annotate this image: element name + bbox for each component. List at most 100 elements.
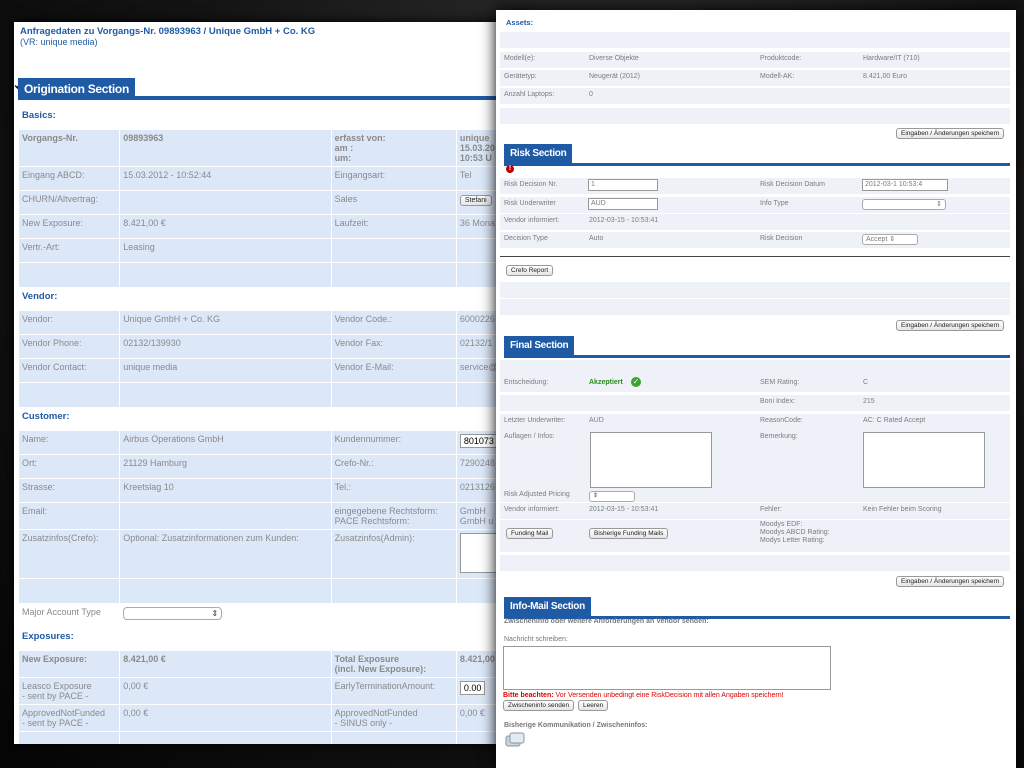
early-termination-input[interactable]: 0.00 bbox=[459, 681, 486, 695]
table-cell: Eingang ABCD: bbox=[19, 167, 120, 190]
page-subtitle: (VR: unique media) bbox=[20, 37, 98, 47]
major-account-select[interactable]: ⇕ bbox=[123, 607, 223, 620]
table-cell bbox=[19, 263, 120, 287]
page-title: Anfragedaten zu Vorgangs-Nr. 09893963 / … bbox=[20, 26, 316, 37]
table-cell: New Exposure: bbox=[19, 651, 120, 677]
table-row: Strasse: Kreetslag 10 Tel.: 0213126 bbox=[19, 479, 514, 502]
checkmark-icon: ✓ bbox=[631, 377, 641, 387]
major-account-cell: ⇕ bbox=[120, 604, 514, 627]
final-section-title: Final Section bbox=[504, 336, 1010, 358]
field-text: Auto bbox=[589, 235, 604, 242]
table-row: Name: Airbus Operations GmbH Kundennummer:… bbox=[19, 431, 514, 454]
table-cell: erfasst von: am : um: bbox=[331, 130, 456, 166]
asset-row: Modell(e): Diverse Objekte Produktcode: Har… bbox=[500, 52, 1010, 68]
risk-window: Assets: Modell(e): Diverse Objekte Produkt… bbox=[496, 10, 1016, 768]
status-accepted: Akzeptiert bbox=[589, 379, 623, 386]
major-account-label: Major Account Type bbox=[19, 604, 120, 627]
table-cell: 0,00 € bbox=[120, 678, 331, 704]
field-text: Neugerät (2012) bbox=[589, 73, 640, 80]
blank-row bbox=[19, 263, 514, 287]
section-heading: Basics: bbox=[19, 107, 514, 129]
table-row: Ort: 21129 Hamburg Crefo-Nr.: 7290248 bbox=[19, 455, 514, 478]
table-cell: Vendor Phone: bbox=[19, 335, 120, 358]
table-cell: 8.421,00 € bbox=[120, 651, 331, 677]
mail-history-icon[interactable] bbox=[504, 732, 526, 748]
table-cell bbox=[19, 579, 120, 603]
blank-row bbox=[19, 732, 514, 744]
table-cell bbox=[120, 503, 331, 529]
zusatzinfos-admin-textarea[interactable] bbox=[459, 533, 502, 573]
table-cell: Strasse: bbox=[19, 479, 120, 502]
risk-decision-nr-input[interactable]: 1 bbox=[588, 179, 658, 191]
table-row: Leasco Exposure - sent by PACE -0,00 € Ea… bbox=[19, 678, 514, 704]
risk-decision-select[interactable]: Accept ⇕ bbox=[862, 234, 918, 245]
table-cell: Vendor: bbox=[19, 311, 120, 334]
basics-heading-row: Basics: bbox=[19, 107, 514, 129]
customer-heading-row: Customer: bbox=[19, 408, 514, 430]
table-cell: 21129 Hamburg bbox=[120, 455, 331, 478]
clear-button[interactable]: Leeren bbox=[578, 700, 609, 711]
risk-decision-date-input[interactable]: 2012-03-1 10:53:4 bbox=[862, 179, 948, 191]
final-row-blank bbox=[500, 360, 1010, 376]
section-heading: Customer: bbox=[19, 408, 514, 430]
send-interim-button[interactable]: Zwischeninfo senden bbox=[503, 700, 575, 711]
funding-mail-button[interactable]: Funding Mail bbox=[506, 528, 554, 539]
final-row-letzter: Letzter Underwriter: AUD ReasonCode: AC:… bbox=[500, 414, 1010, 430]
field-text: Modell(e): bbox=[504, 55, 536, 62]
table-cell: Total Exposure (incl. New Exposure): bbox=[331, 651, 456, 677]
save-button-final[interactable]: Eingaben / Änderungen speichern bbox=[896, 576, 1005, 587]
final-row-vendor-informiert: Vendor informiert: 2012-03-15 - 10:53:41… bbox=[500, 503, 1010, 519]
assets-row-blank bbox=[500, 32, 1010, 48]
kundennummer-input[interactable]: 801073 bbox=[459, 434, 498, 448]
table-cell: Vendor Code.: bbox=[331, 311, 456, 334]
table-cell: Vendor E-Mail: bbox=[331, 359, 456, 382]
field-text: 8.421,00 Euro bbox=[863, 73, 907, 80]
final-row-blank bbox=[500, 555, 1010, 571]
field-text: Info Type bbox=[760, 200, 789, 207]
table-cell: New Exposure: bbox=[19, 215, 120, 238]
message-textarea[interactable] bbox=[503, 646, 831, 690]
field-text: 2012-03-15 - 10:53:41 bbox=[589, 217, 659, 224]
risk-underwriter-input[interactable]: AUD bbox=[588, 198, 658, 210]
final-row-funding: Moodys EDF: Moodys ABCD Rating: Modys Le… bbox=[500, 520, 1010, 552]
crefo-report-button[interactable]: Crefo Report bbox=[506, 265, 554, 276]
assets-heading: Assets: bbox=[506, 18, 534, 27]
risk-adjusted-pricing-select[interactable]: ⇕ bbox=[589, 491, 635, 502]
table-cell bbox=[19, 732, 120, 744]
field-text: Anzahl Laptops: bbox=[504, 91, 555, 98]
info-type-select[interactable]: ⇕ bbox=[862, 199, 946, 210]
auflagen-textarea[interactable] bbox=[590, 432, 712, 488]
bemerkung-textarea[interactable] bbox=[863, 432, 985, 488]
table-cell: 15.03.2012 - 10:52:44 bbox=[120, 167, 331, 190]
sales-select-button[interactable]: Stefani bbox=[459, 195, 492, 206]
table-row: Vertr.-Art: Leasing bbox=[19, 239, 514, 262]
blank-row bbox=[19, 579, 514, 603]
table-cell: 8.421,00 € bbox=[120, 215, 331, 238]
table-cell: Vendor Contact: bbox=[19, 359, 120, 382]
table-cell: Ort: bbox=[19, 455, 120, 478]
field-text: Gerätetyp: bbox=[504, 73, 537, 80]
table-cell: Leasco Exposure - sent by PACE - bbox=[19, 678, 120, 704]
table-cell: Email: bbox=[19, 503, 120, 529]
table-cell: unique media bbox=[120, 359, 331, 382]
table-row: Eingang ABCD: 15.03.2012 - 10:52:44 Eingan… bbox=[19, 167, 514, 190]
table-row: Vorgangs-Nr. 09893963 erfasst von: am : um… bbox=[19, 130, 514, 166]
save-button-assets[interactable]: Eingaben / Änderungen speichern bbox=[896, 128, 1005, 139]
bisherige-funding-mails-button[interactable]: Bisherige Funding Mails bbox=[589, 528, 669, 539]
section-heading: Vendor: bbox=[19, 288, 514, 310]
table-cell bbox=[331, 383, 456, 407]
field-text: Modell-AK: bbox=[760, 73, 795, 80]
save-button-risk[interactable]: Eingaben / Änderungen speichern bbox=[896, 320, 1005, 331]
table-cell: Vorgangs-Nr. bbox=[19, 130, 120, 166]
table-row: New Exposure: 8.421,00 € Laufzeit: 36 Mona bbox=[19, 215, 514, 238]
table-cell: Optional: Zusatzinformationen zum Kunden… bbox=[120, 530, 331, 578]
field-text: Risk Decision bbox=[760, 235, 803, 242]
table-cell bbox=[331, 732, 456, 744]
field-text: Vendor informiert: bbox=[504, 217, 560, 224]
field-text: Risk Decision Nr. bbox=[504, 181, 558, 188]
table-cell bbox=[120, 579, 331, 603]
table-row: Email: eingegebene Rechtsform: PACE Recht… bbox=[19, 503, 514, 529]
field-text: Produktcode: bbox=[760, 55, 802, 62]
info-mail-section-title: Info-Mail Section bbox=[504, 597, 1010, 619]
table-cell: Airbus Operations GmbH bbox=[120, 431, 331, 454]
